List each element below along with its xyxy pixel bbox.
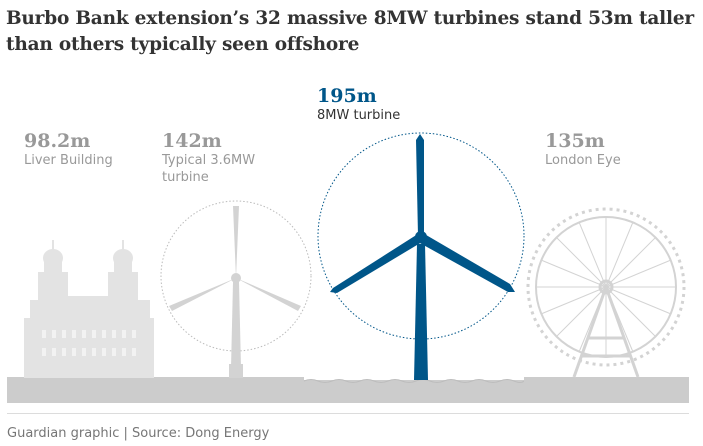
liver-building-height: 98.2m bbox=[24, 130, 91, 152]
london-eye-height: 135m bbox=[545, 130, 605, 152]
source-credit: Guardian graphic | Source: Dong Energy bbox=[7, 426, 270, 441]
ground-right bbox=[524, 377, 689, 403]
london-eye-label: 135m London Eye bbox=[545, 130, 621, 169]
page-title: Burbo Bank extension’s 32 massive 8MW tu… bbox=[6, 8, 694, 55]
liver-building-name: Liver Building bbox=[24, 153, 113, 168]
liver-building-label: 98.2m Liver Building bbox=[24, 130, 113, 169]
footer-divider bbox=[7, 413, 689, 414]
liver-building-windows bbox=[42, 330, 136, 356]
new-turbine-label: 195m 8MW turbine bbox=[317, 85, 400, 124]
london-eye bbox=[526, 207, 686, 378]
typical-turbine-name-line2: turbine bbox=[162, 170, 209, 185]
new-turbine-height: 195m bbox=[317, 85, 377, 107]
typical-turbine-height: 142m bbox=[162, 130, 222, 152]
typical-turbine bbox=[160, 200, 312, 378]
liver-building-silhouette bbox=[24, 240, 154, 378]
waves bbox=[303, 379, 525, 383]
new-8mw-turbine bbox=[317, 132, 525, 380]
typical-turbine-label: 142m Typical 3.6MW turbine bbox=[162, 130, 255, 186]
ground-left bbox=[7, 377, 304, 403]
sea bbox=[304, 380, 524, 403]
london-eye-name: London Eye bbox=[545, 153, 621, 168]
new-turbine-name: 8MW turbine bbox=[317, 108, 401, 123]
typical-turbine-name-line1: Typical 3.6MW bbox=[162, 153, 256, 168]
